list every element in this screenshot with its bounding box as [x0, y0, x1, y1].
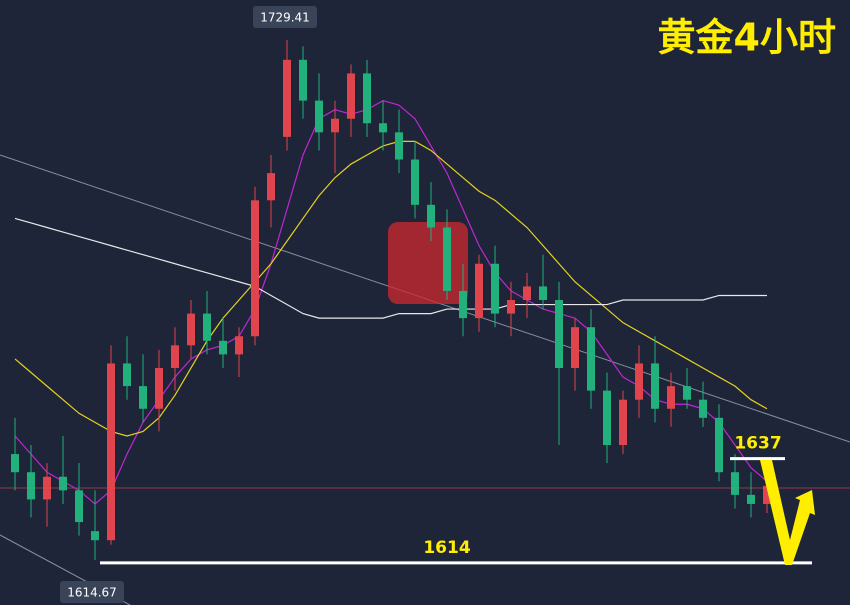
candle-body [523, 286, 531, 301]
candle-body [347, 73, 355, 119]
candle-body [43, 476, 51, 500]
candle-body [539, 286, 547, 301]
candle-body [331, 118, 339, 133]
candle-body [11, 454, 19, 473]
candle-body [555, 300, 563, 368]
candle-body [251, 200, 259, 337]
candle-body [75, 490, 83, 523]
candle-body [763, 485, 771, 504]
candle-body [651, 363, 659, 409]
price-callout-box [60, 581, 124, 603]
candle-body [139, 386, 147, 409]
candle-body [587, 327, 595, 391]
candle-body [619, 399, 627, 446]
arrow [760, 460, 815, 565]
candle-body [299, 59, 307, 101]
candle-body [507, 300, 515, 314]
moving-average [14, 140, 768, 437]
chart-title: 黄金4小时 [658, 16, 836, 60]
candle-body [635, 363, 643, 400]
candle-body [155, 367, 163, 409]
candle-body [235, 336, 243, 355]
price-callout: 1729.41 [260, 11, 310, 25]
candle-body [187, 313, 195, 346]
candle-body [267, 173, 275, 201]
level-label: 1637 [734, 434, 781, 454]
candle-body [123, 363, 131, 387]
candle-body [283, 59, 291, 137]
candle-body [363, 73, 371, 124]
candle-body [699, 399, 707, 418]
candle-body [459, 290, 467, 319]
candle-body [411, 159, 419, 205]
level-label: 1614 [423, 538, 470, 558]
candle-body [571, 327, 579, 368]
candle-body [219, 340, 227, 355]
candle-body [443, 227, 451, 291]
candle-body [59, 476, 67, 491]
candle-body [667, 386, 675, 409]
candle-body [715, 417, 723, 473]
candle-body [603, 390, 611, 446]
candle-body [683, 386, 691, 400]
candle-body [491, 263, 499, 314]
price-callout-box [253, 6, 317, 28]
candle-body [27, 472, 35, 500]
plot-area: 1729.41 1614.67 1637 1614 [11, 6, 812, 603]
candle-body [427, 204, 435, 228]
watermark-seal [388, 222, 468, 304]
candle-body [379, 123, 387, 133]
seal [388, 222, 468, 304]
candle-body [203, 313, 211, 341]
candle-body [107, 363, 115, 541]
candle-body [315, 100, 323, 133]
moving-average [14, 217, 767, 319]
candle-body [91, 531, 99, 541]
price-callout: 1614.67 [67, 586, 117, 600]
candle-body [747, 494, 755, 504]
candle-body [475, 263, 483, 319]
candle-body [395, 132, 403, 160]
candle-body [731, 472, 739, 495]
candle-body [171, 345, 179, 368]
